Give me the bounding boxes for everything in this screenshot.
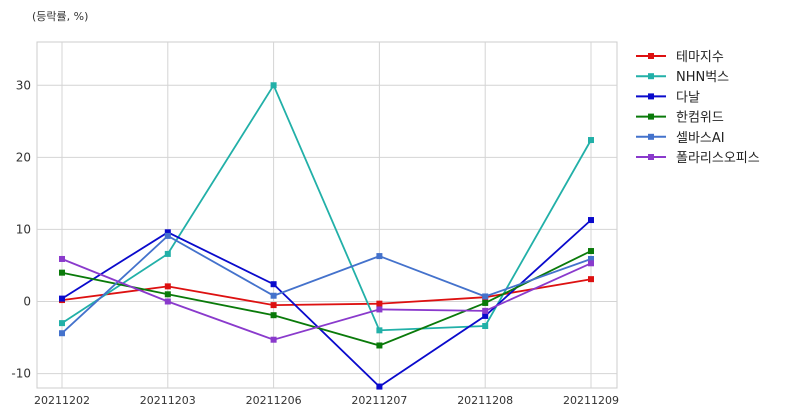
data-point: [270, 281, 277, 288]
data-point: [482, 299, 489, 306]
series-group: [59, 82, 594, 390]
legend-label: 폴라리스오피스: [676, 151, 760, 166]
series-3: [59, 248, 594, 349]
y-axis-ticks: -10 0 10 20 30: [11, 78, 31, 380]
data-point: [164, 229, 171, 236]
data-point: [376, 253, 383, 260]
legend-label: 다날: [676, 90, 700, 105]
legend-item: 다날: [636, 90, 700, 105]
data-point: [482, 312, 489, 319]
data-point: [376, 342, 383, 349]
data-point: [270, 82, 277, 89]
legend-label: NHN벅스: [676, 70, 729, 85]
data-point: [59, 295, 65, 302]
data-point: [164, 283, 171, 290]
legend-marker: [648, 133, 654, 140]
legend-label: 테마지수: [676, 50, 724, 65]
data-point: [270, 336, 277, 343]
legend-label: 한컴위드: [676, 111, 724, 126]
data-point: [164, 291, 171, 298]
legend-label: 셀바스AI: [676, 131, 725, 146]
data-point: [270, 302, 277, 309]
data-point: [482, 293, 489, 300]
data-point: [588, 217, 594, 224]
x-tick-label: 20211202: [34, 394, 90, 407]
series-4: [59, 232, 594, 337]
y-tick-label: 0: [23, 295, 31, 309]
data-point: [588, 276, 594, 283]
legend-item: 폴라리스오피스: [636, 151, 760, 166]
series-line: [61, 250, 592, 347]
legend-marker: [648, 154, 654, 160]
legend-item: 한컴위드: [636, 111, 724, 126]
series-line: [61, 258, 592, 341]
data-point: [59, 269, 65, 276]
data-point: [376, 327, 383, 334]
y-tick-label: 30: [16, 78, 31, 92]
data-point: [59, 330, 65, 337]
series-2: [59, 217, 594, 390]
x-tick-label: 20211207: [351, 394, 407, 407]
legend-marker: [648, 73, 654, 80]
x-tick-label: 20211208: [457, 394, 513, 407]
x-tick-label: 20211203: [140, 394, 196, 407]
y-tick-label: -10: [11, 367, 31, 381]
legend-item: 셀바스AI: [636, 131, 725, 146]
data-point: [270, 292, 277, 299]
data-point: [164, 298, 171, 305]
data-point: [270, 312, 277, 319]
legend-marker: [648, 53, 654, 59]
data-point: [588, 137, 594, 144]
data-point: [164, 232, 171, 239]
series-5: [59, 255, 594, 343]
data-point: [164, 250, 171, 257]
y-tick-label: 20: [16, 150, 31, 164]
data-point: [59, 255, 65, 262]
legend-marker: [648, 113, 654, 120]
series-line: [61, 234, 592, 334]
data-point: [376, 306, 383, 313]
x-tick-label: 20211209: [563, 394, 619, 407]
data-point: [588, 260, 594, 267]
data-point: [59, 320, 65, 327]
data-point: [482, 307, 489, 314]
data-point: [588, 248, 594, 255]
legend-item: NHN벅스: [636, 70, 729, 85]
data-point: [588, 255, 594, 262]
series-line: [61, 219, 592, 388]
data-point: [482, 323, 489, 330]
x-tick-label: 20211206: [246, 394, 302, 407]
legend-marker: [648, 93, 654, 100]
unit-label: (등락률, %): [32, 10, 88, 23]
y-tick-label: 10: [16, 222, 31, 236]
data-point: [376, 383, 383, 390]
legend-item: 테마지수: [636, 50, 724, 65]
data-point: [376, 300, 383, 307]
x-axis-ticks: 20211202 20211203 20211206 20211207 20211208…: [34, 394, 619, 407]
